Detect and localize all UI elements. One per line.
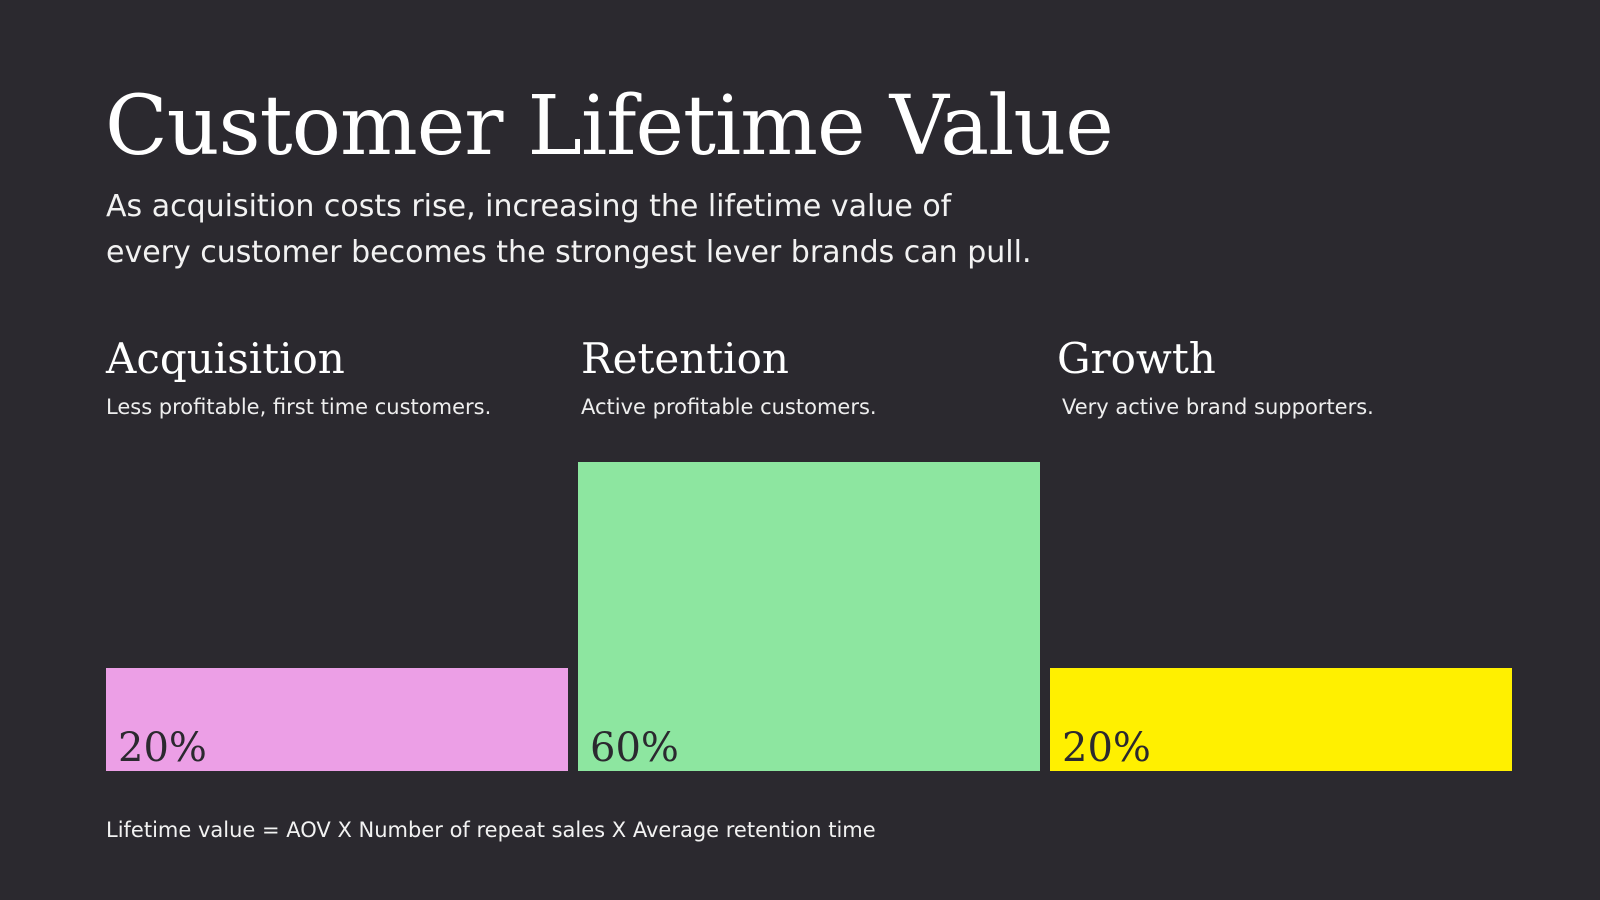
formula-note: Lifetime value = AOV X Number of repeat … [106,818,876,842]
category-description-acquisition: Less profitable, first time customers. [106,395,492,419]
bar-value-label-retention: 60% [590,725,679,771]
subtitle-line-1: As acquisition costs rise, increasing th… [106,189,952,224]
bar-value-label-growth: 20% [1062,725,1151,771]
category-description-retention: Active profitable customers. [581,395,877,419]
page-title: Customer Lifetime Value [105,79,1114,174]
category-label-growth: Growth [1057,334,1216,383]
category-label-retention: Retention [581,334,789,383]
category-label-acquisition: Acquisition [106,334,345,383]
bar-growth [1050,668,1512,771]
bar-acquisition [106,668,568,771]
bar-retention [578,462,1040,771]
category-description-growth: Very active brand supporters. [1062,395,1374,419]
subtitle: As acquisition costs rise, increasing th… [106,184,1066,276]
subtitle-line-2: every customer becomes the strongest lev… [106,235,1032,270]
bar-value-label-acquisition: 20% [118,725,207,771]
